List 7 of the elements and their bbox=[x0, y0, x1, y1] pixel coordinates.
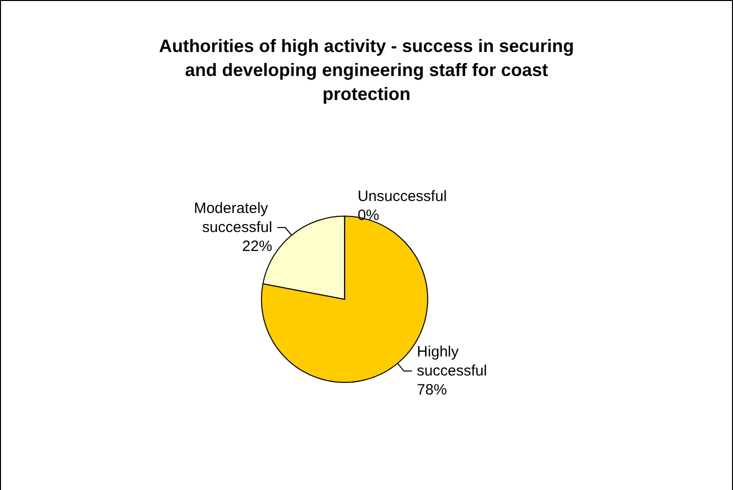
text: 0% bbox=[358, 207, 380, 224]
slice-label: Highly successful bbox=[416, 344, 487, 380]
data-label: 22% bbox=[242, 238, 272, 256]
chart-title: Authorities of high activity - success in securing and developing engineering staff for coast protection bbox=[158, 36, 574, 104]
category-label: Unsuccessful bbox=[358, 188, 447, 206]
slice-label: Moderately successful bbox=[194, 200, 272, 236]
data-label: 78% bbox=[416, 382, 447, 399]
